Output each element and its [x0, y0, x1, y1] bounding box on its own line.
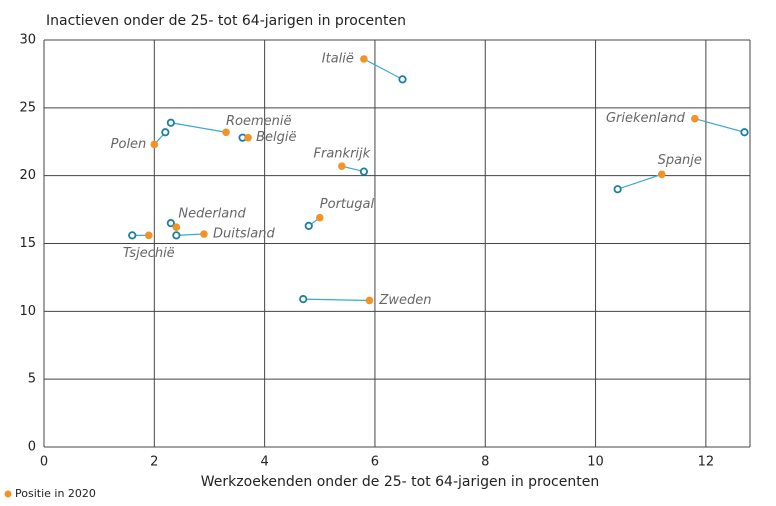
y-tick-label: 15 — [19, 236, 36, 251]
country-label: Roemenië — [226, 114, 292, 129]
point-2020 — [172, 223, 181, 232]
x-tick-label: 10 — [587, 455, 604, 470]
country-label: Zweden — [378, 293, 431, 308]
point-2020 — [150, 140, 159, 149]
x-tick-label: 12 — [698, 455, 715, 470]
x-tick-label: 4 — [260, 455, 268, 470]
connector — [170, 122, 227, 133]
point-2020 — [244, 133, 252, 142]
point-open — [299, 295, 308, 304]
y-tick-label: 20 — [19, 168, 36, 183]
country-label: Spanje — [658, 153, 702, 168]
point-2020 — [365, 296, 374, 305]
connector — [363, 58, 403, 80]
point-2020 — [144, 231, 153, 240]
point-open — [172, 231, 181, 240]
point-2020 — [657, 170, 666, 179]
legend-label: Positie in 2020 — [15, 487, 96, 500]
point-open — [128, 231, 137, 240]
country-label: Nederland — [178, 207, 246, 222]
connector — [176, 233, 204, 236]
legend-marker — [4, 490, 12, 498]
point-open — [613, 185, 622, 194]
y-tick-label: 30 — [19, 33, 36, 48]
connector — [303, 298, 370, 302]
point-2020 — [338, 162, 346, 170]
country-label: België — [256, 130, 296, 145]
point-open — [359, 167, 369, 176]
x-tick-label: 0 — [40, 455, 48, 470]
country-label: Italië — [322, 51, 354, 66]
country-label: Frankrijk — [314, 147, 371, 162]
y-tick-label: 5 — [28, 372, 36, 387]
country-label: Griekenland — [606, 111, 686, 126]
country-label: Portugal — [320, 197, 375, 212]
x-tick-label: 2 — [150, 455, 158, 470]
country-label: Tsjechië — [123, 246, 175, 261]
x-tick-label: 6 — [371, 455, 379, 470]
connector — [617, 173, 662, 190]
x-axis-label: Werkzoekenden onder de 25- tot 64-jarige… — [201, 474, 599, 490]
connector — [694, 118, 745, 133]
y-tick-label: 0 — [28, 440, 36, 455]
y-tick-label: 10 — [19, 304, 36, 319]
point-2020 — [360, 55, 368, 63]
point-open — [166, 219, 175, 228]
point-2020 — [691, 114, 699, 123]
point-open — [398, 75, 407, 84]
point-2020 — [222, 128, 230, 137]
point-2020 — [315, 213, 324, 222]
y-tick-label: 25 — [19, 100, 36, 115]
chart-title: Inactieven onder de 25- tot 64-jarigen i… — [46, 13, 406, 29]
point-open — [740, 128, 749, 137]
x-tick-label: 8 — [481, 455, 489, 470]
point-open — [161, 128, 170, 137]
country-label: Polen — [111, 137, 147, 152]
point-2020 — [200, 230, 208, 238]
country-label: Duitsland — [213, 227, 276, 242]
point-open — [304, 221, 313, 230]
point-open — [166, 118, 175, 127]
